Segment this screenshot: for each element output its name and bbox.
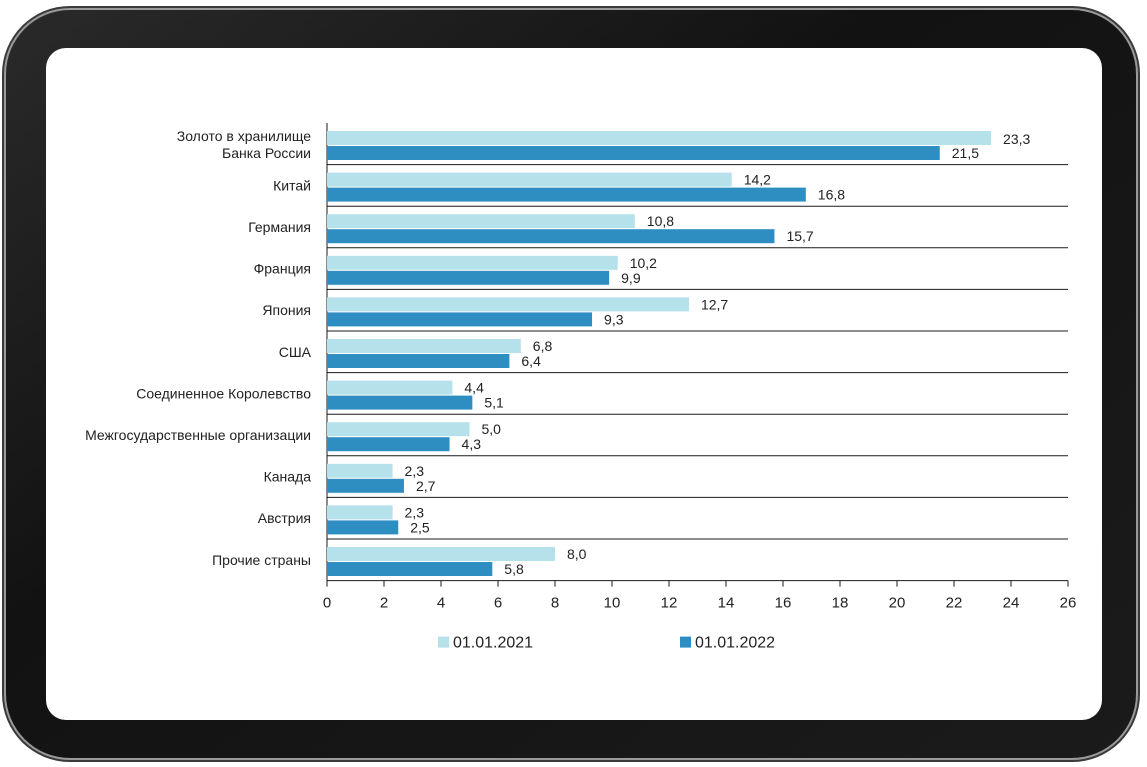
category-label: Франция [254, 261, 311, 277]
data-label: 8,0 [567, 546, 587, 562]
bar-01.01.2022 [327, 395, 473, 410]
legend-label: 01.01.2022 [695, 635, 775, 652]
data-label: 21,5 [952, 145, 979, 161]
x-tick-label: 4 [437, 595, 445, 612]
data-label: 4,3 [462, 436, 482, 452]
bar-01.01.2022 [327, 187, 806, 202]
category-label: Япония [262, 302, 311, 318]
bar-01.01.2022 [327, 270, 610, 285]
bar-01.01.2021 [327, 380, 453, 395]
x-tick-label: 6 [494, 595, 502, 612]
tablet-frame: 0 2 4 6 8 10 12 14 16 18 20 22 24 26 Золото в хранилищ… [6, 10, 1136, 758]
bar-01.01.2022 [327, 562, 493, 576]
bar-01.01.2022 [327, 146, 940, 160]
data-label: 5,0 [482, 421, 502, 437]
category-label: Австрия [258, 510, 311, 526]
legend-label: 01.01.2021 [453, 635, 533, 652]
bar-01.01.2022 [327, 229, 775, 244]
data-label: 9,3 [604, 311, 624, 327]
data-label: 12,7 [701, 296, 728, 312]
category-label: Прочие страны [212, 552, 311, 568]
x-tick-label: 16 [775, 595, 792, 612]
x-tick-label: 14 [718, 595, 735, 612]
bar-01.01.2021 [327, 131, 992, 145]
legend-swatch [680, 636, 691, 648]
bar-01.01.2021 [327, 422, 470, 437]
bar-01.01.2021 [327, 297, 689, 312]
x-tick-label: 20 [889, 595, 906, 612]
data-label: 2,3 [405, 504, 425, 520]
bar-01.01.2021 [327, 172, 732, 187]
legend-swatch [438, 636, 449, 648]
bar-01.01.2022 [327, 437, 450, 452]
x-tick-label: 18 [832, 595, 849, 612]
data-label: 2,3 [405, 463, 425, 479]
data-label: 6,4 [521, 353, 541, 369]
data-label: 2,5 [410, 519, 430, 535]
data-label: 10,2 [630, 255, 657, 271]
category-label: Китай [273, 177, 311, 193]
x-tick-label: 8 [551, 595, 559, 612]
bar-01.01.2022 [327, 520, 399, 535]
data-label: 2,7 [416, 478, 436, 494]
category-label: США [279, 344, 312, 360]
category-label: Германия [248, 219, 311, 235]
bar-01.01.2021 [327, 463, 393, 478]
data-label: 10,8 [647, 213, 674, 229]
x-tick-label: 26 [1060, 595, 1077, 612]
data-label: 16,8 [818, 187, 845, 203]
bar-01.01.2021 [327, 339, 521, 353]
bar-01.01.2021 [327, 505, 393, 520]
category-label-line: Банка России [222, 145, 311, 161]
bar-01.01.2021 [327, 547, 555, 561]
bar-01.01.2021 [327, 214, 635, 229]
data-label: 23,3 [1003, 131, 1030, 147]
data-label: 9,9 [621, 270, 641, 286]
x-tick-label: 22 [946, 595, 963, 612]
category-label: Межгосударственные организации [85, 427, 311, 443]
bar-01.01.2022 [327, 478, 404, 493]
data-label: 4,4 [464, 380, 484, 396]
x-tick-label: 12 [661, 595, 678, 612]
category-label: Канада [264, 469, 312, 485]
category-label: Соединенное Королевство [136, 385, 311, 401]
x-tick-label: 0 [323, 595, 331, 612]
bar-01.01.2021 [327, 255, 618, 270]
tablet-screen: 0 2 4 6 8 10 12 14 16 18 20 22 24 26 Золото в хранилищ… [46, 48, 1102, 720]
data-label: 5,8 [504, 561, 524, 577]
bar-01.01.2022 [327, 312, 593, 327]
data-label: 6,8 [533, 338, 553, 354]
x-tick-label: 24 [1003, 595, 1020, 612]
data-label: 14,2 [744, 172, 771, 188]
data-label: 15,7 [786, 228, 813, 244]
category-label: Золото в хранилище Банка России [177, 128, 311, 161]
data-label: 5,1 [484, 395, 504, 411]
category-label-line: Золото в хранилище [177, 128, 311, 144]
bar-01.01.2022 [327, 354, 510, 368]
x-tick-label: 10 [604, 595, 621, 612]
x-tick-label: 2 [380, 595, 388, 612]
